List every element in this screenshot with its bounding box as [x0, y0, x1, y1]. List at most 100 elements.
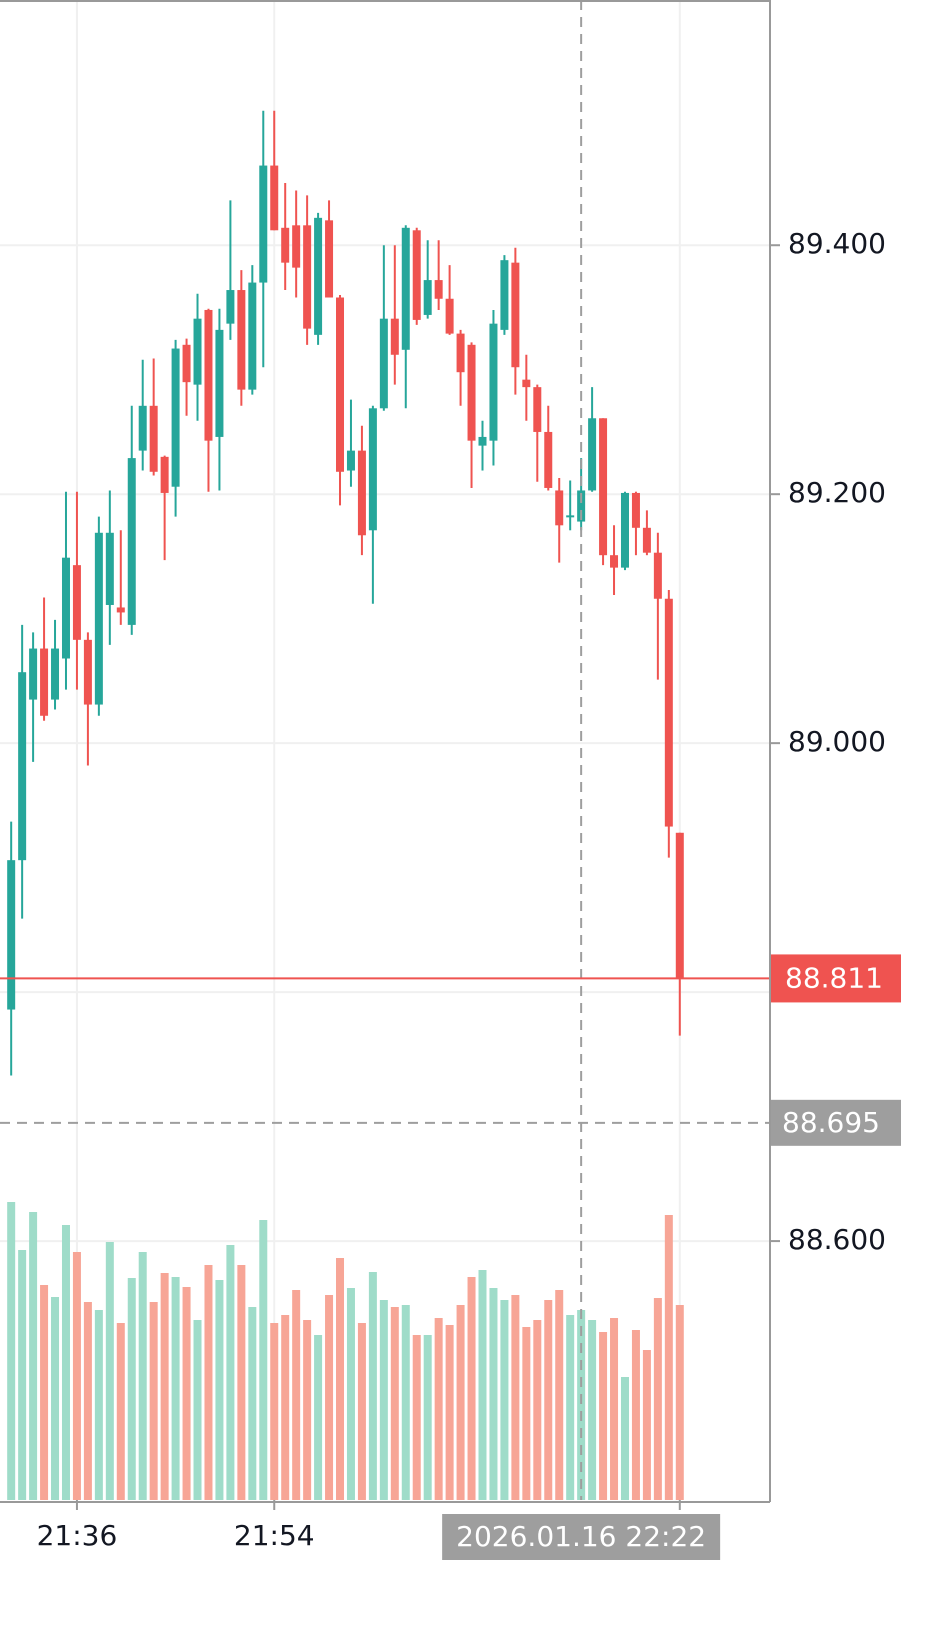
candle-body [116, 607, 125, 613]
volume-bar [412, 1335, 421, 1500]
volume-bar [357, 1323, 366, 1500]
candle-body [456, 333, 465, 373]
candle-body [357, 450, 366, 536]
volume-bar [620, 1377, 629, 1500]
candle-body [577, 490, 586, 522]
volume-bar [336, 1258, 345, 1500]
volume-bar [467, 1277, 476, 1500]
candle-body [94, 532, 103, 705]
volume-bar [72, 1252, 81, 1500]
volume-bar [83, 1302, 92, 1500]
volume-bar [368, 1272, 377, 1500]
candle-body [631, 492, 640, 528]
volume-bar [599, 1332, 608, 1500]
volume-bar [423, 1335, 432, 1500]
candle-body [160, 456, 169, 493]
candle-body [281, 227, 290, 263]
candle-body [259, 165, 268, 283]
volume-bar [511, 1295, 520, 1500]
volume-bar [390, 1307, 399, 1500]
candle-body [248, 282, 257, 390]
volume-bar [7, 1202, 16, 1500]
volume-bar [149, 1302, 158, 1500]
volume-bar [226, 1245, 235, 1500]
volume-bar [522, 1327, 531, 1500]
candle-body [445, 298, 454, 334]
volume-bar [61, 1225, 70, 1500]
candle-body [566, 515, 575, 518]
candle-body [489, 323, 498, 441]
volume-bar [270, 1323, 279, 1500]
candle-body [346, 450, 355, 471]
volume-bar [116, 1323, 125, 1500]
candle-body [171, 348, 180, 487]
volume-bar [281, 1315, 290, 1500]
volume-bar [105, 1242, 114, 1500]
volume-bar [445, 1325, 454, 1500]
volume-bar [555, 1290, 564, 1500]
volume-bar [664, 1215, 673, 1500]
candle-body [336, 297, 345, 472]
volume-bar [346, 1288, 355, 1500]
candle-body [434, 280, 443, 299]
candle-body [226, 290, 235, 324]
candle-body [664, 598, 673, 827]
candle-body [18, 672, 27, 861]
volume-bar [127, 1278, 136, 1500]
candle-body [653, 552, 662, 599]
candle-body [182, 344, 191, 383]
volume-bar [610, 1318, 619, 1500]
candle-layer [7, 110, 684, 1076]
volume-bar [18, 1250, 27, 1500]
volume-bar [456, 1305, 465, 1500]
last-price-box [771, 954, 901, 1003]
volume-bar [94, 1310, 103, 1500]
crosshair-time-box [442, 1514, 721, 1560]
x-tick-label: 21:36 [37, 1519, 118, 1552]
label-layer: 88.60088.80089.00089.20089.40021:3621:54… [37, 227, 901, 1560]
candle-body [675, 832, 684, 979]
volume-bar [544, 1300, 553, 1500]
volume-bar [566, 1315, 575, 1500]
volume-bar [314, 1335, 323, 1500]
crosshair-time-label: 2026.01.16 22:22 [456, 1520, 706, 1553]
volume-bar [577, 1310, 586, 1500]
candle-body [138, 405, 147, 451]
candle-body [127, 458, 136, 625]
volume-bar [588, 1320, 597, 1500]
volume-bar [478, 1270, 487, 1500]
volume-bar [193, 1320, 202, 1500]
candle-body [303, 225, 312, 329]
volume-bar [138, 1252, 147, 1500]
candle-body [7, 860, 16, 1010]
overlay-layer [0, 0, 770, 1500]
candle-body [40, 648, 49, 716]
candle-body [511, 262, 520, 368]
volume-bar [204, 1265, 213, 1500]
volume-bar [303, 1320, 312, 1500]
candle-body [467, 344, 476, 441]
y-tick-label: 89.400 [788, 227, 886, 260]
volume-bar [379, 1300, 388, 1500]
candle-body [29, 648, 38, 700]
candle-body [105, 532, 114, 605]
last-price-label: 88.811 [785, 961, 883, 994]
candle-body [412, 230, 421, 320]
crosshair-price-box [771, 1099, 901, 1146]
volume-bar [171, 1277, 180, 1500]
y-tick-label: 88.600 [788, 1223, 886, 1256]
candle-body [478, 436, 487, 446]
candle-body [270, 165, 279, 231]
candle-body [533, 387, 542, 432]
volume-bar [248, 1307, 257, 1500]
volume-bar [489, 1288, 498, 1500]
volume-bar [325, 1295, 334, 1500]
candle-body [423, 280, 432, 315]
candle-body [642, 527, 651, 553]
candle-body [215, 329, 224, 437]
volume-bar [182, 1287, 191, 1500]
candle-body [325, 220, 334, 298]
candle-body [555, 490, 564, 526]
volume-bar [237, 1265, 246, 1500]
